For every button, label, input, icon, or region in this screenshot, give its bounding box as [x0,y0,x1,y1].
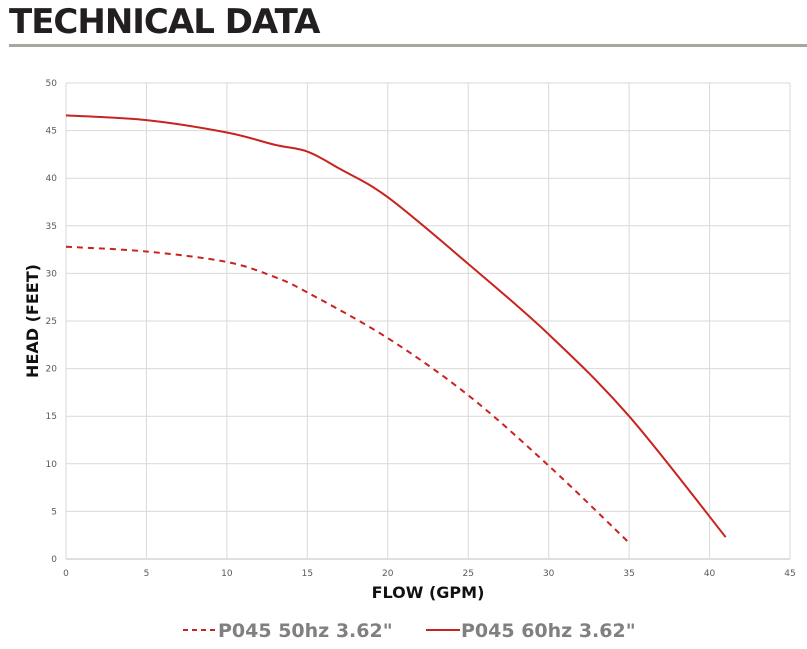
y-axis-title: HEAD (FEET) [23,264,42,378]
legend: P045 50hz 3.62" P045 60hz 3.62" [183,620,636,642]
x-tick-label: 10 [221,569,233,579]
series-line-50hz [65,245,630,544]
x-tick-label: 20 [382,569,394,579]
y-tick-label: 20 [46,365,58,375]
title-divider [9,44,807,47]
y-tick-label: 40 [46,174,58,184]
x-tick-label: 40 [704,569,716,579]
series-line-60hz [65,114,727,538]
x-tick-label: 30 [543,569,555,579]
x-tick-label: 25 [462,569,473,579]
y-tick-label: 10 [46,460,58,470]
x-tick-label: 45 [784,569,795,579]
tick-labels: 0 5 10 15 20 25 30 35 40 45 50 0 5 10 15 20 25 30 35 40 45 [46,79,796,579]
x-tick-label: 5 [144,569,150,579]
y-tick-label: 45 [46,127,57,137]
y-tick-label: 5 [51,507,57,517]
y-tick-label: 0 [51,555,57,565]
x-axis-title: FLOW (GPM) [372,583,485,602]
y-tick-label: 35 [46,222,57,232]
y-tick-label: 25 [46,317,57,327]
legend-label-50hz: P045 50hz 3.62" [218,620,393,642]
page-title: TECHNICAL DATA [9,2,320,42]
y-tick-label: 15 [46,412,57,422]
series-lines [65,114,727,544]
y-tick-label: 50 [46,79,58,89]
y-tick-label: 30 [46,269,58,279]
x-tick-label: 15 [302,569,313,579]
x-tick-label: 35 [623,569,634,579]
legend-label-60hz: P045 60hz 3.62" [461,620,636,642]
grid [65,82,791,560]
x-tick-label: 0 [63,569,69,579]
